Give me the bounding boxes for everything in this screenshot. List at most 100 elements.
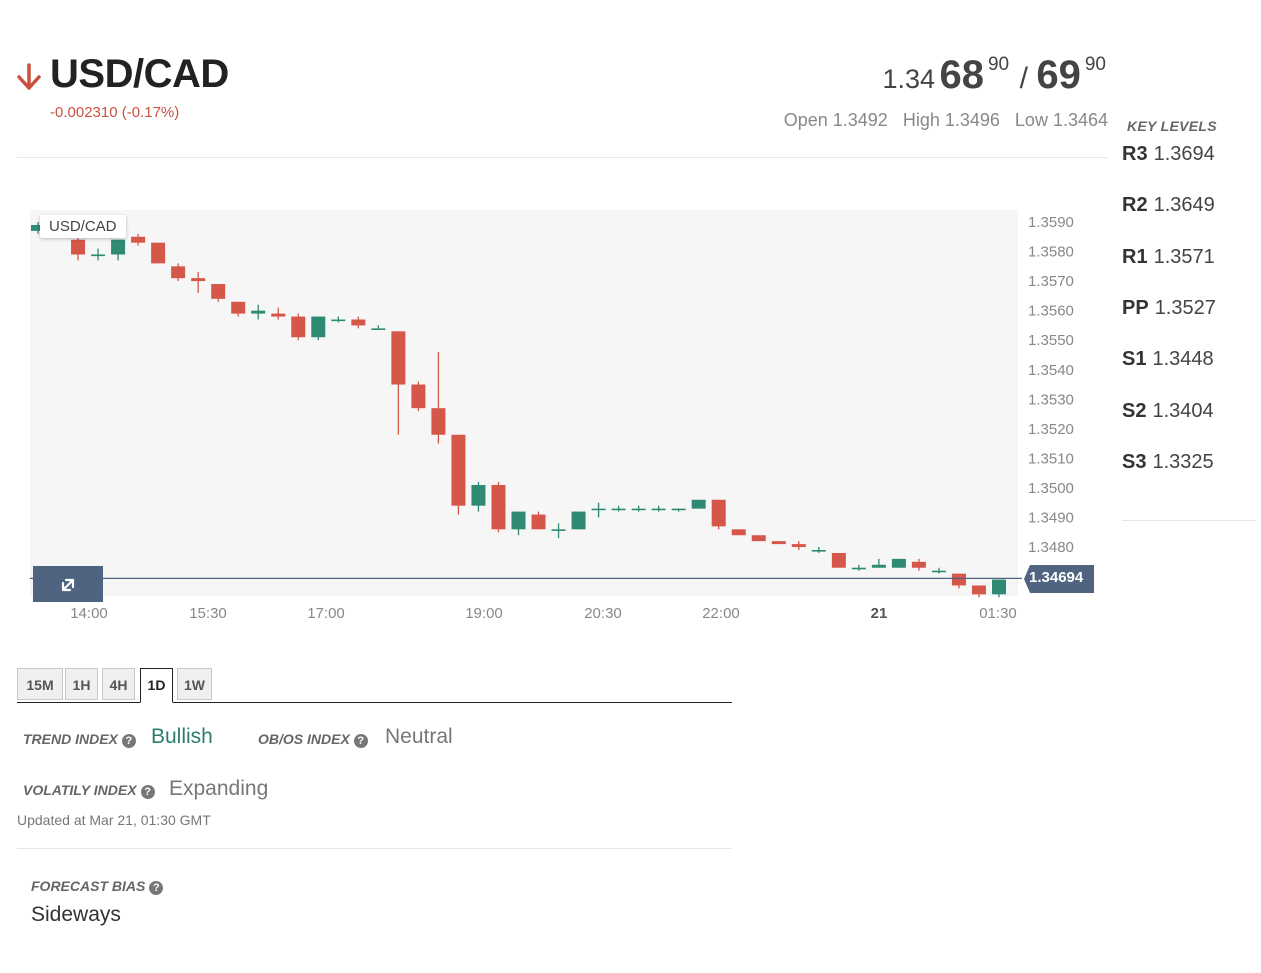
candle [151, 242, 166, 264]
header-divider [17, 157, 1108, 158]
x-tick-label: 17:00 [307, 605, 345, 622]
candle-body [171, 266, 186, 279]
candle-body [131, 236, 146, 243]
candle-body [911, 561, 926, 568]
chart-symbol-label: USD/CAD [40, 215, 126, 238]
candle [171, 263, 186, 282]
tab-1w[interactable]: 1W [177, 668, 212, 700]
y-tick-label: 1.3480 [1028, 539, 1074, 556]
y-tick-label: 1.3510 [1028, 450, 1074, 467]
question-circle-icon[interactable]: ? [149, 881, 164, 895]
candle [791, 541, 806, 551]
candle [391, 331, 406, 435]
y-tick-label: 1.3490 [1028, 510, 1074, 527]
candle [691, 499, 706, 509]
tab-4h[interactable]: 4H [102, 668, 135, 700]
y-tick-label: 1.3570 [1028, 273, 1074, 290]
candle [611, 505, 626, 512]
candle [31, 222, 45, 234]
candle-body [91, 254, 106, 257]
candle [571, 511, 586, 530]
candle-body [571, 511, 586, 530]
candle [851, 564, 866, 571]
x-tick-label: 14:00 [70, 605, 108, 622]
tab-1h[interactable]: 1H [65, 668, 98, 700]
candle [211, 284, 226, 302]
candle-body [491, 484, 506, 530]
candle [711, 499, 726, 530]
candle-body [791, 544, 806, 548]
chart-plot-area [30, 210, 1018, 596]
tab-1d[interactable]: 1D [140, 668, 173, 703]
candlestick-chart[interactable]: 1.3590 1.3580 1.3570 1.3560 1.3550 1.3540 1.35… [0, 195, 1110, 635]
question-circle-icon[interactable]: ? [140, 785, 155, 799]
candle-body [411, 384, 426, 409]
key-level-r2: R2 1.3649 [1122, 194, 1215, 216]
candle-body [231, 301, 246, 314]
candle-body [811, 550, 826, 552]
candle-body [831, 552, 846, 568]
x-tick-label: 21 [871, 605, 888, 622]
candle [411, 381, 426, 412]
forecast-bias-value: Sideways [31, 903, 121, 926]
bid-pip: 90 [987, 54, 1010, 75]
key-level-r3: R3 1.3694 [1122, 143, 1215, 165]
current-price-value: 1.34694 [1029, 569, 1084, 586]
candle-body [311, 316, 326, 338]
candle [631, 505, 646, 512]
candle [771, 541, 786, 545]
candle-body [631, 508, 646, 511]
candle-body [751, 535, 766, 542]
question-circle-icon[interactable]: ? [121, 734, 136, 748]
key-level-s3: S3 1.3325 [1122, 451, 1214, 473]
candle [71, 236, 86, 261]
candle-body [191, 278, 206, 282]
question-circle-icon[interactable]: ? [353, 734, 368, 748]
candle [591, 502, 606, 518]
y-tick-label: 1.3530 [1028, 391, 1074, 408]
candle [671, 508, 686, 512]
candle-body [771, 541, 786, 545]
arrow-down-icon [17, 63, 41, 90]
high-value: High 1.3496 [902, 110, 1000, 130]
x-tick-label: 15:30 [189, 605, 227, 622]
candle [191, 272, 206, 293]
y-tick-label: 1.3520 [1028, 421, 1074, 438]
candle [271, 307, 286, 320]
candle-body [971, 585, 986, 595]
candle-body [371, 328, 386, 330]
updated-timestamp: Updated at Mar 21, 01:30 GMT [17, 812, 211, 828]
forecast-bias-label: FORECAST BIAS? [31, 878, 164, 895]
quote-separator: / [1019, 62, 1028, 95]
candle-body [151, 242, 166, 264]
candle [731, 529, 746, 536]
low-value: Low 1.3464 [1014, 110, 1108, 130]
candle-body [251, 310, 266, 314]
candle-body [511, 511, 526, 530]
candle-body [551, 529, 566, 531]
pair-title: USD/CAD [50, 52, 229, 96]
candle [371, 325, 386, 330]
candle [831, 552, 846, 568]
candle [531, 511, 546, 530]
trend-index-value: Bullish [151, 725, 213, 748]
ask-pip: 90 [1084, 54, 1106, 75]
timeframe-tabs: 15M 1H 4H 1D 1W [17, 668, 732, 703]
candle [331, 316, 346, 323]
candle [931, 567, 946, 574]
candle-body [431, 408, 446, 435]
candle [891, 558, 906, 568]
expand-chart-button[interactable] [33, 566, 103, 602]
candle-body [391, 331, 406, 385]
candle-body [851, 567, 866, 570]
candle-body [471, 484, 486, 506]
candle [491, 482, 506, 533]
y-tick-label: 1.3500 [1028, 480, 1074, 497]
candle [651, 505, 666, 512]
price-change: -0.002310 (-0.17%) [50, 104, 180, 121]
candle [231, 301, 246, 317]
tab-15m[interactable]: 15M [17, 668, 63, 700]
key-level-s2: S2 1.3404 [1122, 400, 1214, 422]
trend-index-label: TREND INDEX? [23, 731, 136, 748]
candles-group [31, 219, 1006, 598]
